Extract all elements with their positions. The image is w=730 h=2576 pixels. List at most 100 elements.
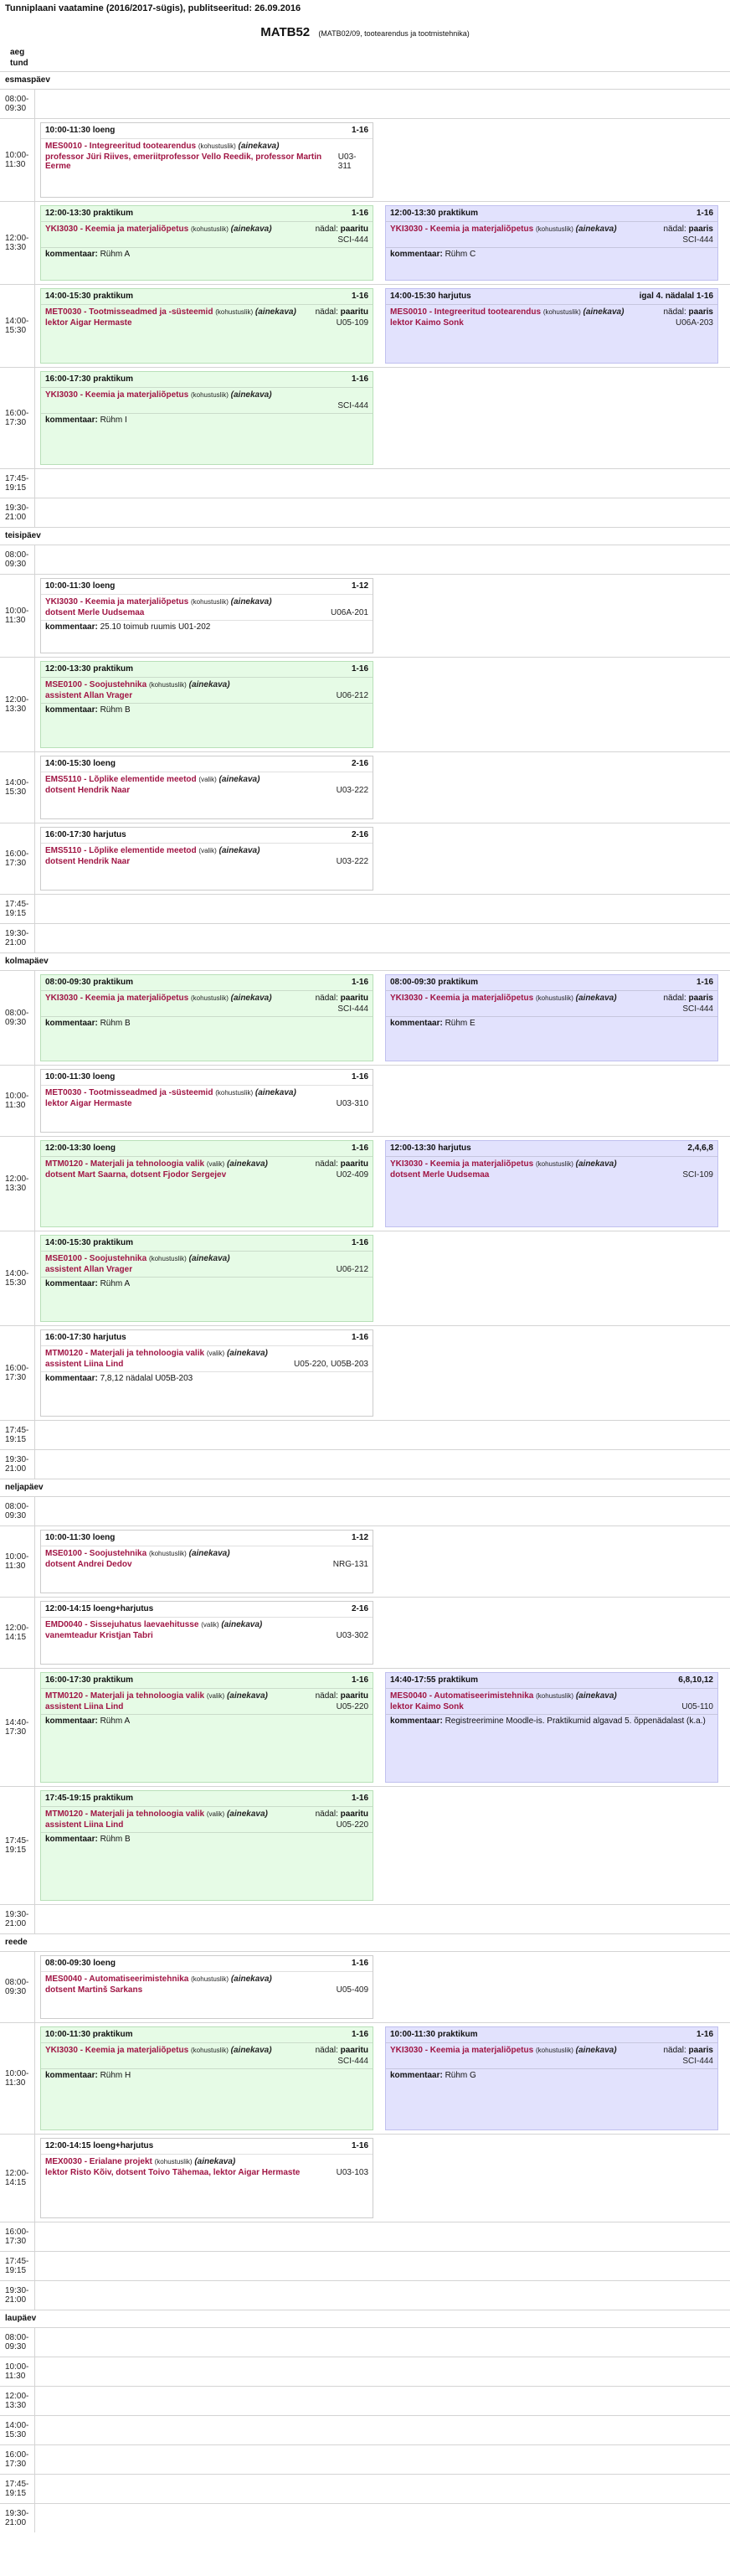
lesson-card[interactable]: 10:00-11:30 loeng 1-12 YKI3030 - Keemia ja…: [40, 578, 373, 653]
lesson-card[interactable]: 17:45-19:15 praktikum 1-16 MTM0120 - Mater…: [40, 1790, 373, 1901]
course-name[interactable]: YKI3030 - Keemia ja materjaliõpetus (koh…: [390, 1159, 617, 1169]
lesson-card[interactable]: 10:00-11:30 praktikum 1-16 YKI3030 - Keemi…: [40, 2026, 373, 2130]
course-syllabus-link[interactable]: (ainekava): [238, 142, 280, 151]
lesson-card[interactable]: 12:00-14:15 loeng+harjutus 1-16 MEX0030 - …: [40, 2138, 373, 2218]
lecturer-names[interactable]: assistent Allan Vrager: [45, 691, 133, 700]
lecturer-names[interactable]: dotsent Martinš Sarkans: [45, 1985, 143, 1995]
course-syllabus-link[interactable]: (ainekava): [230, 597, 272, 607]
lecturer-names[interactable]: lektor Aigar Hermaste: [45, 318, 132, 328]
course-name[interactable]: EMS5110 - Lõplike elementide meetod (val…: [45, 846, 260, 855]
course-syllabus-link[interactable]: (ainekava): [218, 846, 260, 855]
course-name[interactable]: MES0040 - Automatiseerimistehnika (kohus…: [45, 1975, 272, 1984]
course-syllabus-link[interactable]: (ainekava): [230, 225, 272, 234]
lesson-card[interactable]: 10:00-11:30 loeng 1-12 MSE0100 - Soojusteh…: [40, 1530, 373, 1593]
lesson-card[interactable]: 10:00-11:30 loeng 1-16 MES0010 - Integreer…: [40, 122, 373, 198]
lesson-card[interactable]: 14:00-15:30 praktikum 1-16 MET0030 - Tootm…: [40, 288, 373, 364]
course-syllabus-link[interactable]: (ainekava): [218, 775, 260, 784]
course-name[interactable]: MES0010 - Integreeritud tootearendus (ko…: [45, 142, 280, 151]
course-name[interactable]: EMD0040 - Sissejuhatus laevaehitusse (va…: [45, 1620, 263, 1629]
lesson-card[interactable]: 16:00-17:30 praktikum 1-16 MTM0120 - Mater…: [40, 1672, 373, 1783]
slot-time: 17:45-19:15: [0, 895, 35, 923]
lesson-card[interactable]: 08:00-09:30 praktikum 1-16 YKI3030 - Keemi…: [385, 974, 718, 1061]
course-syllabus-link[interactable]: (ainekava): [254, 1088, 296, 1097]
lesson-card[interactable]: 12:00-13:30 loeng 1-16 MTM0120 - Materjali…: [40, 1140, 373, 1227]
lecturer-names[interactable]: dotsent Hendrik Naar: [45, 857, 131, 866]
course-syllabus-link[interactable]: (ainekava): [188, 680, 230, 689]
lesson-card[interactable]: 10:00-11:30 loeng 1-16 MET0030 - Tootmisse…: [40, 1069, 373, 1133]
course-name[interactable]: YKI3030 - Keemia ja materjaliõpetus (koh…: [390, 994, 617, 1003]
course-syllabus-link[interactable]: (ainekava): [226, 1349, 268, 1358]
lecturer-names[interactable]: professor Jüri Riives, emeriitprofessor …: [45, 152, 322, 171]
course-name[interactable]: YKI3030 - Keemia ja materjaliõpetus (koh…: [45, 225, 272, 234]
lecturer-names[interactable]: assistent Allan Vrager: [45, 1265, 133, 1274]
course-syllabus-link[interactable]: (ainekava): [583, 307, 625, 317]
course-name[interactable]: EMS5110 - Lõplike elementide meetod (val…: [45, 775, 260, 784]
lecturer-names[interactable]: vanemteadur Kristjan Tabri: [45, 1631, 153, 1640]
course-name[interactable]: MTM0120 - Materjali ja tehnoloogia valik…: [45, 1691, 268, 1701]
lecturer-names[interactable]: assistent Liina Lind: [45, 1702, 124, 1711]
course-name[interactable]: MES0010 - Integreeritud tootearendus (ko…: [390, 307, 625, 317]
lecturer-names[interactable]: assistent Liina Lind: [45, 1360, 124, 1369]
course-name[interactable]: MSE0100 - Soojustehnika (kohustuslik) (a…: [45, 680, 230, 689]
course-syllabus-link[interactable]: (ainekava): [230, 2046, 272, 2055]
course-syllabus-link[interactable]: (ainekava): [575, 994, 617, 1003]
lecturer-names[interactable]: lektor Kaimo Sonk: [390, 1702, 464, 1711]
course-syllabus-link[interactable]: (ainekava): [194, 2157, 236, 2166]
course-name[interactable]: MTM0120 - Materjali ja tehnoloogia valik…: [45, 1809, 268, 1819]
lecturer-names[interactable]: dotsent Merle Uudsemaa: [390, 1170, 490, 1180]
lesson-card[interactable]: 12:00-13:30 praktikum 1-16 MSE0100 - Sooju…: [40, 661, 373, 748]
lesson-time-type: 10:00-11:30 loeng: [45, 1072, 116, 1082]
course-syllabus-link[interactable]: (ainekava): [575, 1691, 617, 1701]
course-name[interactable]: MEX0030 - Erialane projekt (kohustuslik)…: [45, 2157, 236, 2166]
course-name[interactable]: MSE0100 - Soojustehnika (kohustuslik) (a…: [45, 1254, 230, 1263]
course-syllabus-link[interactable]: (ainekava): [221, 1620, 263, 1629]
lesson-card[interactable]: 12:00-14:15 loeng+harjutus 2-16 EMD0040 - …: [40, 1601, 373, 1665]
course-syllabus-link[interactable]: (ainekava): [575, 1159, 617, 1169]
course-syllabus-link[interactable]: (ainekava): [188, 1549, 230, 1558]
course-name[interactable]: YKI3030 - Keemia ja materjaliõpetus (koh…: [390, 2046, 617, 2055]
course-syllabus-link[interactable]: (ainekava): [230, 390, 272, 400]
course-name[interactable]: MES0040 - Automatiseerimistehnika (kohus…: [390, 1691, 617, 1701]
lesson-card[interactable]: 12:00-13:30 praktikum 1-16 YKI3030 - Keemi…: [40, 205, 373, 281]
course-syllabus-link[interactable]: (ainekava): [226, 1691, 268, 1701]
course-syllabus-link[interactable]: (ainekava): [230, 994, 272, 1003]
course-syllabus-link[interactable]: (ainekava): [226, 1159, 268, 1169]
course-name[interactable]: YKI3030 - Keemia ja materjaliõpetus (koh…: [45, 390, 272, 400]
course-syllabus-link[interactable]: (ainekava): [575, 225, 617, 234]
lecturer-names[interactable]: dotsent Andrei Dedov: [45, 1560, 132, 1569]
course-name[interactable]: MSE0100 - Soojustehnika (kohustuslik) (a…: [45, 1549, 230, 1558]
course-syllabus-link[interactable]: (ainekava): [188, 1254, 230, 1263]
lesson-card[interactable]: 14:40-17:55 praktikum 6,8,10,12 MES0040 - …: [385, 1672, 718, 1783]
course-name[interactable]: YKI3030 - Keemia ja materjaliõpetus (koh…: [390, 225, 617, 234]
course-name[interactable]: YKI3030 - Keemia ja materjaliõpetus (koh…: [45, 2046, 272, 2055]
course-name[interactable]: YKI3030 - Keemia ja materjaliõpetus (koh…: [45, 994, 272, 1003]
lesson-card[interactable]: 12:00-13:30 praktikum 1-16 YKI3030 - Keemi…: [385, 205, 718, 281]
lesson-card[interactable]: 08:00-09:30 loeng 1-16 MES0040 - Automatis…: [40, 1955, 373, 2019]
lesson-card[interactable]: 14:00-15:30 loeng 2-16 EMS5110 - Lõplike e…: [40, 756, 373, 819]
lesson-people-row: lektor Aigar Hermaste U05-109: [41, 317, 373, 330]
lesson-card[interactable]: 12:00-13:30 harjutus 2,4,6,8 YKI3030 - Kee…: [385, 1140, 718, 1227]
course-name[interactable]: MET0030 - Tootmisseadmed ja -süsteemid (…: [45, 1088, 296, 1097]
lesson-card[interactable]: 08:00-09:30 praktikum 1-16 YKI3030 - Keemi…: [40, 974, 373, 1061]
lesson-card[interactable]: 16:00-17:30 harjutus 1-16 MTM0120 - Materj…: [40, 1329, 373, 1417]
lecturer-names[interactable]: dotsent Hendrik Naar: [45, 786, 131, 795]
course-syllabus-link[interactable]: (ainekava): [254, 307, 296, 317]
lecturer-names[interactable]: lektor Risto Kõiv, dotsent Toivo Tähemaa…: [45, 2168, 301, 2177]
course-syllabus-link[interactable]: (ainekava): [230, 1975, 272, 1984]
course-syllabus-link[interactable]: (ainekava): [226, 1809, 268, 1819]
lesson-card[interactable]: 14:00-15:30 praktikum 1-16 MSE0100 - Sooju…: [40, 1235, 373, 1322]
lesson-card[interactable]: 16:00-17:30 praktikum 1-16 YKI3030 - Keemi…: [40, 371, 373, 465]
lecturer-names[interactable]: lektor Aigar Hermaste: [45, 1099, 132, 1108]
course-name[interactable]: MET0030 - Tootmisseadmed ja -süsteemid (…: [45, 307, 296, 317]
lecturer-names[interactable]: assistent Liina Lind: [45, 1820, 124, 1830]
course-name[interactable]: MTM0120 - Materjali ja tehnoloogia valik…: [45, 1159, 268, 1169]
course-name[interactable]: YKI3030 - Keemia ja materjaliõpetus (koh…: [45, 597, 272, 607]
lesson-card[interactable]: 10:00-11:30 praktikum 1-16 YKI3030 - Keemi…: [385, 2026, 718, 2130]
lecturer-names[interactable]: dotsent Merle Uudsemaa: [45, 608, 145, 617]
course-syllabus-link[interactable]: (ainekava): [575, 2046, 617, 2055]
lecturer-names[interactable]: dotsent Mart Saarna, dotsent Fjodor Serg…: [45, 1170, 227, 1180]
lecturer-names[interactable]: lektor Kaimo Sonk: [390, 318, 464, 328]
lesson-card[interactable]: 14:00-15:30 harjutus igal 4. nädalal 1-16…: [385, 288, 718, 364]
course-name[interactable]: MTM0120 - Materjali ja tehnoloogia valik…: [45, 1349, 268, 1358]
lesson-card[interactable]: 16:00-17:30 harjutus 2-16 EMS5110 - Lõplik…: [40, 827, 373, 891]
